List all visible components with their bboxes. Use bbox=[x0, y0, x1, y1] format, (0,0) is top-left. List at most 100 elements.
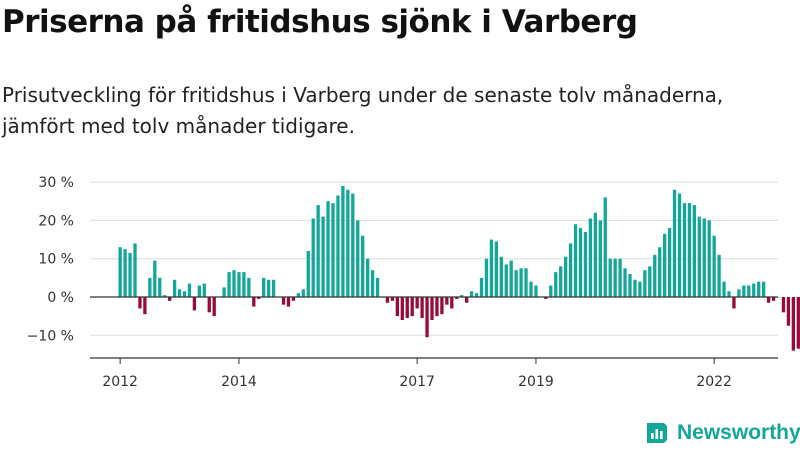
bar bbox=[336, 195, 340, 297]
bar bbox=[172, 279, 177, 297]
bar bbox=[588, 218, 593, 298]
bar bbox=[375, 277, 380, 297]
bar bbox=[291, 297, 296, 301]
bar bbox=[222, 287, 226, 297]
bar bbox=[638, 281, 642, 297]
bar bbox=[177, 289, 182, 297]
bar bbox=[613, 258, 617, 297]
bar bbox=[207, 297, 211, 313]
bar bbox=[356, 220, 360, 297]
bar bbox=[321, 216, 325, 297]
bar bbox=[252, 297, 256, 307]
bar bbox=[658, 247, 662, 297]
bar bbox=[465, 297, 469, 303]
brand-name: Newsworthy bbox=[677, 421, 800, 444]
bar bbox=[316, 205, 320, 297]
bar bbox=[583, 231, 588, 297]
bar bbox=[232, 270, 236, 297]
bar bbox=[474, 293, 479, 297]
bar bbox=[578, 228, 583, 297]
x-tick-label: 2022 bbox=[696, 374, 732, 390]
bar bbox=[677, 193, 682, 297]
bar bbox=[425, 297, 429, 338]
bar bbox=[311, 218, 315, 298]
bar bbox=[672, 189, 677, 297]
bar bbox=[568, 243, 573, 297]
bar bbox=[133, 243, 137, 297]
bar bbox=[267, 279, 271, 297]
bar bbox=[390, 297, 395, 301]
bar bbox=[737, 289, 741, 297]
x-tick-label: 2014 bbox=[221, 374, 257, 390]
bar bbox=[559, 266, 563, 297]
bar bbox=[712, 235, 716, 297]
bar bbox=[663, 233, 667, 298]
bar bbox=[791, 297, 795, 351]
bar bbox=[158, 277, 162, 297]
bar bbox=[648, 266, 652, 297]
bar bbox=[618, 258, 622, 297]
bar bbox=[484, 258, 489, 297]
bar bbox=[544, 297, 548, 299]
y-tick-label: 30 % bbox=[38, 175, 74, 191]
bar bbox=[257, 297, 261, 299]
bar bbox=[628, 274, 632, 297]
bar bbox=[435, 297, 439, 317]
bar bbox=[514, 270, 518, 297]
bar bbox=[242, 272, 246, 297]
bar bbox=[623, 268, 627, 297]
bar bbox=[489, 239, 494, 297]
bar bbox=[653, 254, 657, 297]
bar bbox=[153, 260, 157, 297]
bar bbox=[687, 203, 692, 297]
bar bbox=[455, 297, 459, 299]
y-tick-label: 20 % bbox=[38, 213, 74, 229]
bar bbox=[400, 297, 404, 320]
bar bbox=[509, 260, 513, 297]
bar bbox=[445, 297, 449, 305]
bar bbox=[197, 285, 201, 297]
bar bbox=[593, 212, 597, 297]
bar bbox=[128, 252, 132, 297]
bar bbox=[504, 264, 508, 297]
bar bbox=[143, 297, 147, 315]
bar bbox=[361, 235, 365, 297]
bar bbox=[138, 297, 142, 309]
bar bbox=[182, 291, 187, 297]
newsworthy-logo-icon bbox=[647, 423, 667, 443]
bar bbox=[702, 218, 706, 298]
bar bbox=[643, 270, 647, 297]
bar bbox=[301, 289, 305, 297]
bar bbox=[237, 272, 241, 297]
bar bbox=[667, 228, 672, 297]
bar bbox=[296, 293, 300, 297]
bar bbox=[692, 205, 696, 297]
bar bbox=[549, 285, 553, 297]
bar bbox=[366, 258, 370, 297]
bar bbox=[163, 295, 167, 297]
bar bbox=[747, 285, 751, 297]
bar bbox=[796, 297, 800, 349]
bar bbox=[326, 201, 330, 297]
bar bbox=[781, 297, 786, 313]
bar bbox=[603, 197, 607, 297]
bar bbox=[405, 297, 409, 319]
chart-title: Priserna på fritidshus sjönk i Varberg bbox=[2, 4, 638, 40]
bar bbox=[395, 297, 399, 317]
bar bbox=[247, 277, 251, 297]
bar bbox=[430, 297, 434, 320]
bar bbox=[707, 220, 711, 297]
brand: Newsworthy bbox=[644, 420, 800, 446]
bar bbox=[479, 277, 484, 297]
bar bbox=[519, 268, 523, 297]
bar bbox=[227, 272, 231, 297]
bar bbox=[722, 281, 726, 297]
bar bbox=[786, 297, 791, 326]
bar bbox=[534, 285, 538, 297]
bar bbox=[564, 256, 568, 297]
bars bbox=[118, 185, 800, 351]
bar bbox=[351, 193, 355, 297]
bar bbox=[385, 297, 390, 303]
bar bbox=[762, 281, 766, 297]
bar bbox=[123, 249, 127, 298]
